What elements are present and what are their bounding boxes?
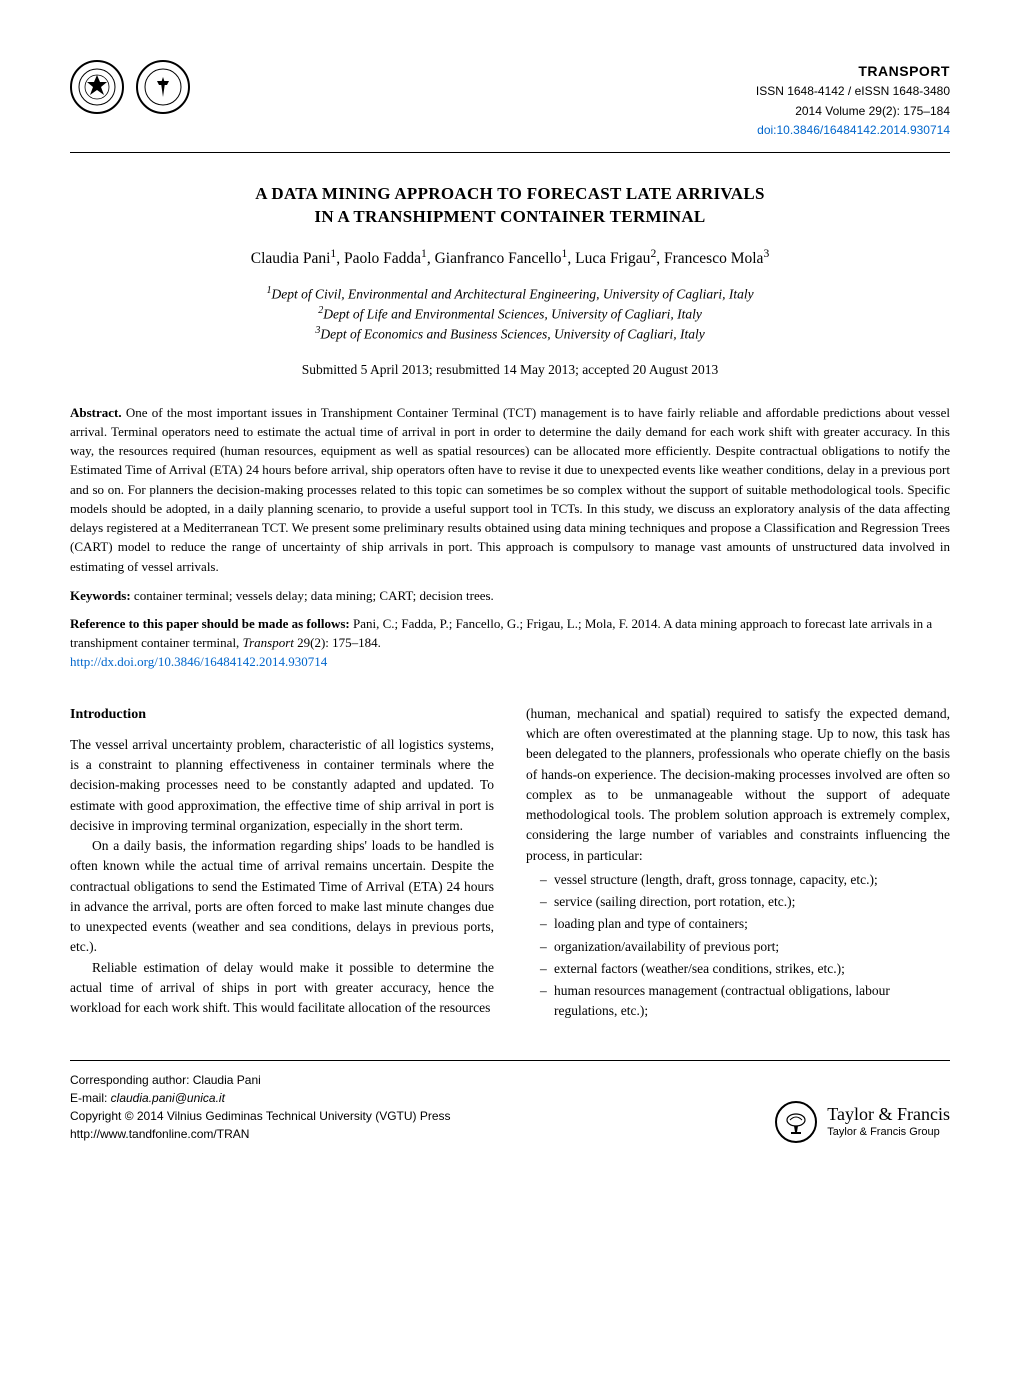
reference-label: Reference to this paper should be made a… xyxy=(70,616,350,631)
corresponding-email-line: E-mail: claudia.pani@unica.it xyxy=(70,1089,451,1107)
title-block: A DATA MINING APPROACH TO FORECAST LATE … xyxy=(70,183,950,229)
reference-text-post: 29(2): 175–184. xyxy=(294,635,381,650)
left-column: Introduction The vessel arrival uncertai… xyxy=(70,704,494,1024)
paper-title-line1: A DATA MINING APPROACH TO FORECAST LATE … xyxy=(70,183,950,206)
keywords-text: container terminal; vessels delay; data … xyxy=(134,588,494,603)
reference-block: Reference to this paper should be made a… xyxy=(70,615,950,672)
body-columns: Introduction The vessel arrival uncertai… xyxy=(70,704,950,1024)
seal-svg xyxy=(77,67,117,107)
footer-left: Corresponding author: Claudia Pani E-mai… xyxy=(70,1071,451,1143)
list-item: organization/availability of previous po… xyxy=(554,937,950,957)
publisher-group: Taylor & Francis Group xyxy=(827,1126,950,1139)
list-item: human resources management (contractual … xyxy=(554,981,950,1022)
publisher-name: Taylor & Francis xyxy=(827,1104,950,1126)
reference-doi-link[interactable]: http://dx.doi.org/10.3846/16484142.2014.… xyxy=(70,653,950,672)
seal2-svg xyxy=(143,67,183,107)
keywords-label: Keywords: xyxy=(70,588,131,603)
authors-line: Claudia Pani1, Paolo Fadda1, Gianfranco … xyxy=(70,245,950,270)
right-para-1: (human, mechanical and spatial) required… xyxy=(526,704,950,866)
paper-title-line2: IN A TRANSHIPMENT CONTAINER TERMINAL xyxy=(70,206,950,229)
page-footer: Corresponding author: Claudia Pani E-mai… xyxy=(70,1060,950,1143)
issn-line: ISSN 1648-4142 / eISSN 1648-3480 xyxy=(756,82,950,101)
publisher-url[interactable]: http://www.tandfonline.com/TRAN xyxy=(70,1125,451,1143)
corresponding-author: Corresponding author: Claudia Pani xyxy=(70,1071,451,1089)
right-column: (human, mechanical and spatial) required… xyxy=(526,704,950,1024)
affiliation-2: 2Dept of Life and Environmental Sciences… xyxy=(70,304,950,324)
tf-lamp-icon xyxy=(780,1106,812,1138)
abstract-text: One of the most important issues in Tran… xyxy=(70,405,950,574)
intro-para-3: Reliable estimation of delay would make … xyxy=(70,958,494,1019)
doi-link[interactable]: doi:10.3846/16484142.2014.930714 xyxy=(756,121,950,140)
intro-para-2: On a daily basis, the information regard… xyxy=(70,836,494,958)
list-item: vessel structure (length, draft, gross t… xyxy=(554,870,950,890)
list-item: loading plan and type of containers; xyxy=(554,914,950,934)
page-header: TRANSPORT ISSN 1648-4142 / eISSN 1648-34… xyxy=(70,60,950,153)
header-meta: TRANSPORT ISSN 1648-4142 / eISSN 1648-34… xyxy=(756,60,950,140)
university-seal-icon xyxy=(70,60,124,114)
constraint-list: vessel structure (length, draft, gross t… xyxy=(526,870,950,1022)
submission-dates: Submitted 5 April 2013; resubmitted 14 M… xyxy=(70,360,950,380)
copyright-line: Copyright © 2014 Vilnius Gediminas Techn… xyxy=(70,1107,451,1125)
volume-line: 2014 Volume 29(2): 175–184 xyxy=(756,102,950,121)
abstract-label: Abstract. xyxy=(70,405,122,420)
keywords-block: Keywords: container terminal; vessels de… xyxy=(70,586,950,606)
list-item: external factors (weather/sea conditions… xyxy=(554,959,950,979)
intro-para-1: The vessel arrival uncertainty problem, … xyxy=(70,735,494,836)
header-logos xyxy=(70,60,190,114)
affiliation-3: 3Dept of Economics and Business Sciences… xyxy=(70,324,950,344)
abstract-block: Abstract. One of the most important issu… xyxy=(70,403,950,576)
academy-seal-icon xyxy=(136,60,190,114)
reference-journal: Transport xyxy=(243,635,294,650)
list-item: service (sailing direction, port rotatio… xyxy=(554,892,950,912)
affiliations: 1Dept of Civil, Environmental and Archit… xyxy=(70,284,950,344)
email-label: E-mail: xyxy=(70,1091,111,1105)
introduction-heading: Introduction xyxy=(70,704,494,725)
corresponding-email[interactable]: claudia.pani@unica.it xyxy=(111,1091,225,1105)
journal-name: TRANSPORT xyxy=(756,60,950,82)
affiliation-1: 1Dept of Civil, Environmental and Archit… xyxy=(70,284,950,304)
taylor-francis-icon xyxy=(775,1101,817,1143)
publisher-logo: Taylor & Francis Taylor & Francis Group xyxy=(775,1101,950,1143)
publisher-text: Taylor & Francis Taylor & Francis Group xyxy=(827,1104,950,1139)
